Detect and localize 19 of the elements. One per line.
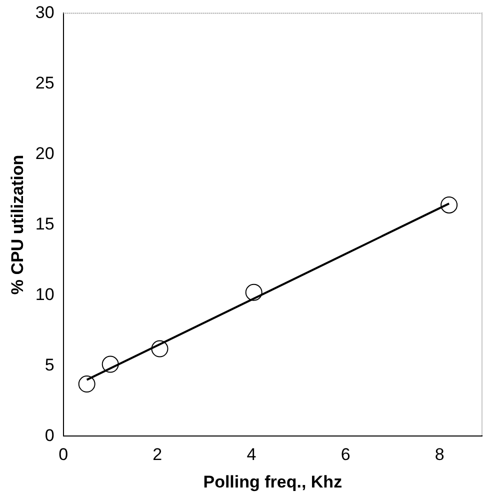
- y-tick-label: 5: [44, 355, 54, 374]
- y-tick-label: 10: [35, 284, 54, 304]
- y-tick-label: 20: [35, 144, 54, 163]
- point: [440, 196, 458, 214]
- x-tick-label: 6: [340, 445, 350, 464]
- y-tick-label: 25: [35, 73, 54, 92]
- y-tick-label: 0: [44, 426, 54, 445]
- point: [245, 284, 262, 301]
- x-axis-title: Polling freq., Khz: [203, 472, 342, 492]
- point: [102, 356, 119, 373]
- x-tick-label: 8: [434, 445, 444, 464]
- x-tick-label: 2: [152, 445, 162, 464]
- point: [78, 376, 96, 393]
- point: [151, 340, 168, 358]
- x-tick-label: 4: [246, 445, 256, 464]
- y-tick-label: 15: [35, 214, 54, 234]
- x-tick-label: 0: [58, 445, 68, 464]
- y-tick-label: 30: [35, 2, 54, 22]
- y-axis-title: % CPU utilization: [8, 154, 27, 295]
